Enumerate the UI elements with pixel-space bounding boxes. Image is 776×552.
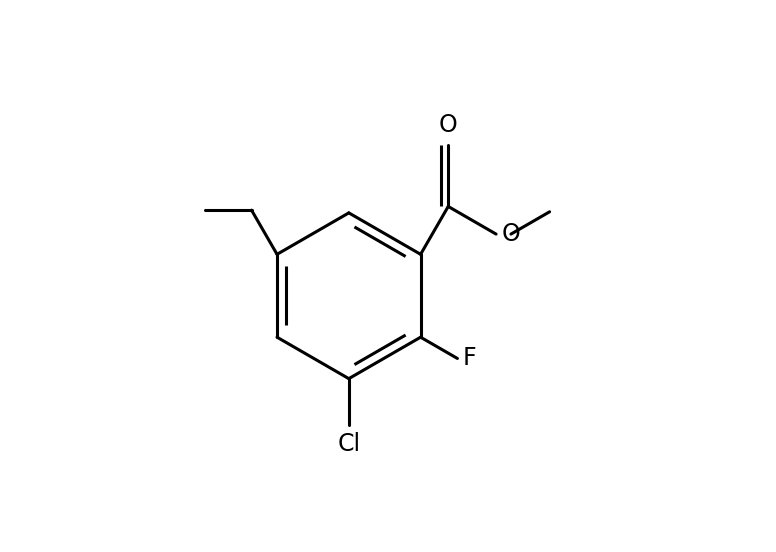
Text: F: F <box>462 347 476 370</box>
Text: Cl: Cl <box>338 432 360 456</box>
Text: O: O <box>439 113 458 137</box>
Text: O: O <box>501 222 520 246</box>
